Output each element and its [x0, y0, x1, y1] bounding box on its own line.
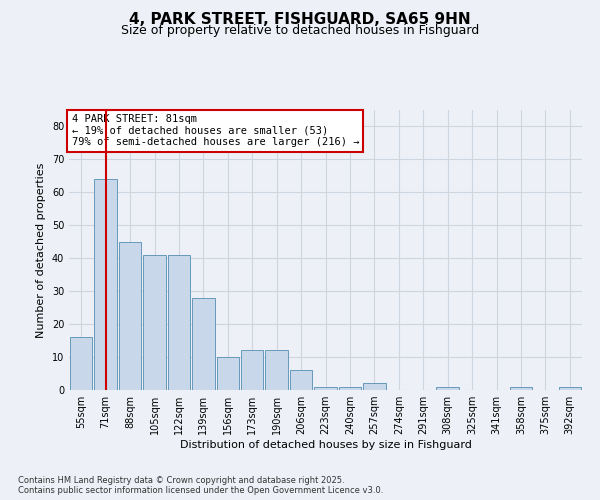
Bar [363, 384, 386, 390]
Bar [241, 350, 263, 390]
Text: 4 PARK STREET: 81sqm
← 19% of detached houses are smaller (53)
79% of semi-detac: 4 PARK STREET: 81sqm ← 19% of detached h… [71, 114, 359, 148]
Bar [314, 386, 337, 390]
Bar [217, 357, 239, 390]
Bar [143, 255, 166, 390]
Bar [167, 255, 190, 390]
Bar [290, 370, 313, 390]
Bar [436, 386, 459, 390]
Bar [559, 386, 581, 390]
Y-axis label: Number of detached properties: Number of detached properties [36, 162, 46, 338]
Bar [119, 242, 142, 390]
Text: 4, PARK STREET, FISHGUARD, SA65 9HN: 4, PARK STREET, FISHGUARD, SA65 9HN [129, 12, 471, 28]
Text: Size of property relative to detached houses in Fishguard: Size of property relative to detached ho… [121, 24, 479, 37]
Bar [70, 338, 92, 390]
Bar [338, 386, 361, 390]
Bar [265, 350, 288, 390]
X-axis label: Distribution of detached houses by size in Fishguard: Distribution of detached houses by size … [179, 440, 472, 450]
Bar [509, 386, 532, 390]
Bar [192, 298, 215, 390]
Text: Contains HM Land Registry data © Crown copyright and database right 2025.
Contai: Contains HM Land Registry data © Crown c… [18, 476, 383, 495]
Bar [94, 179, 117, 390]
